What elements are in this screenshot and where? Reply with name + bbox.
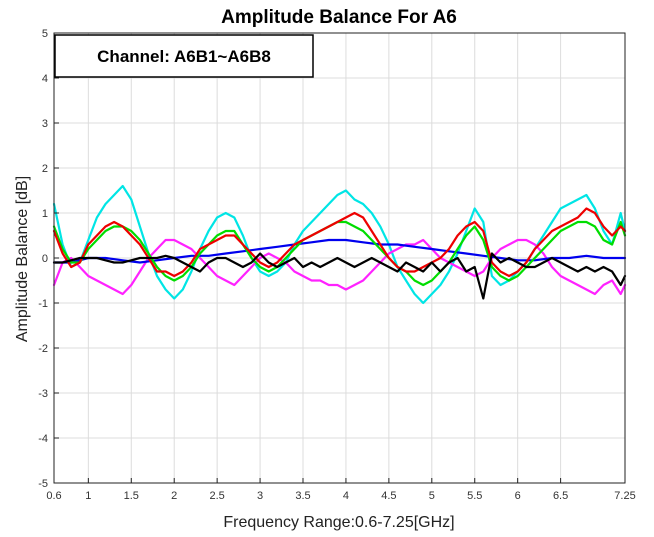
series-line-6 — [52, 252, 627, 300]
x-tick-label: 4.5 — [381, 490, 396, 502]
channel-annotation-box — [54, 34, 314, 78]
x-tick-label: 3.5 — [295, 490, 310, 502]
axis-ticks: 0.6 1 1.5 2 2.5 3 3.5 4 4.5 5 5.5 6 6.5 7.25 -5 -4 -3 -2 -… — [38, 28, 635, 502]
y-tick-label: 3 — [42, 118, 48, 130]
x-tick-label: 1.5 — [124, 490, 139, 502]
series-line-4 — [52, 220, 627, 287]
y-tick-label: 2 — [42, 163, 48, 175]
y-tick-label: -5 — [38, 478, 48, 490]
y-tick-label: 0 — [42, 253, 48, 265]
x-tick-label: 2 — [171, 490, 177, 502]
y-tick-label: -2 — [38, 343, 48, 355]
y-tick-label: 1 — [42, 208, 48, 220]
x-tick-label: 0.6 — [46, 490, 61, 502]
y-tick-label: 5 — [42, 28, 48, 40]
x-tick-label: 6.5 — [553, 490, 568, 502]
x-tick-label: 4 — [343, 490, 349, 502]
series-layer — [52, 184, 627, 305]
series-line-3 — [52, 238, 627, 264]
x-tick-label: 1 — [85, 490, 91, 502]
channel-annotation-text: Channel: A6B1~A6B8 — [97, 47, 271, 66]
y-axis-label: Amplitude Balance [dB] — [14, 176, 31, 342]
x-tick-label: 5.5 — [467, 490, 482, 502]
channel-annotation: Channel: A6B1~A6B8 — [54, 34, 314, 78]
y-tick-label: -3 — [38, 388, 48, 400]
series-line-5 — [52, 207, 627, 278]
x-tick-label: 2.5 — [209, 490, 224, 502]
x-tick-label: 3 — [257, 490, 263, 502]
y-tick-label: 4 — [42, 73, 48, 85]
x-tick-label: 6 — [515, 490, 521, 502]
y-tick-label: -4 — [38, 433, 48, 445]
x-tick-label: 5 — [429, 490, 435, 502]
x-tick-label: 7.25 — [614, 490, 635, 502]
y-tick-label: -1 — [38, 298, 48, 310]
x-axis-label: Frequency Range:0.6-7.25[GHz] — [223, 514, 454, 531]
chart-title: Amplitude Balance For A6 — [221, 7, 457, 28]
